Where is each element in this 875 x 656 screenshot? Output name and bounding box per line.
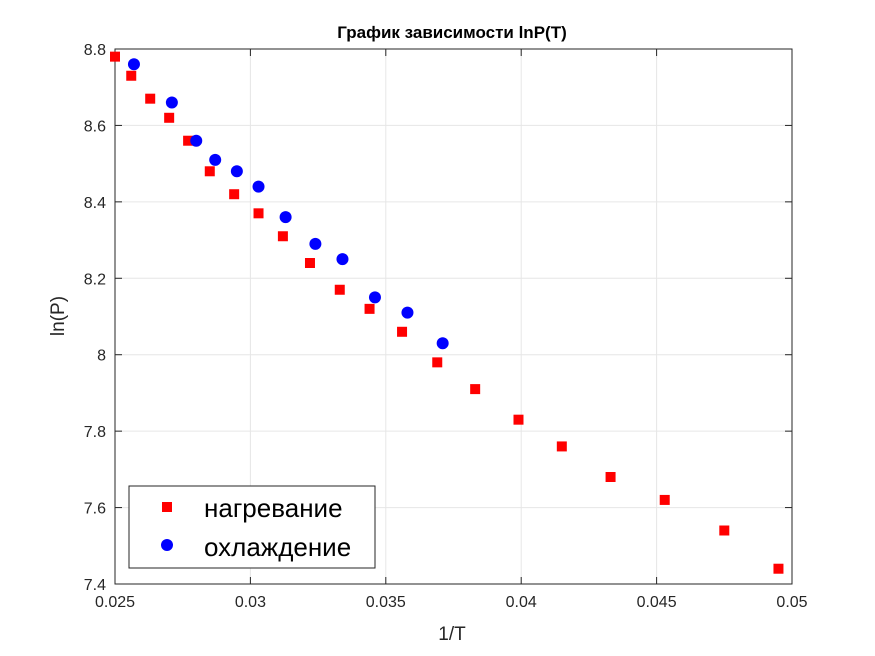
cooling-point bbox=[279, 211, 292, 224]
cooling-point bbox=[309, 237, 322, 250]
plot-area bbox=[114, 48, 793, 585]
x-tick-label: 0.035 bbox=[366, 594, 406, 611]
x-axis-label: 1/T bbox=[438, 624, 466, 645]
legend-label-heating: нагревание bbox=[204, 493, 343, 523]
legend-marker-heating bbox=[162, 502, 172, 512]
y-tick-label: 8 bbox=[97, 348, 106, 365]
legend-marker-cooling bbox=[161, 539, 173, 551]
cooling-point bbox=[401, 306, 414, 319]
heating-point bbox=[432, 357, 443, 368]
y-tick-label: 7.4 bbox=[84, 577, 106, 594]
heating-point bbox=[229, 189, 240, 200]
x-tick-label: 0.05 bbox=[776, 594, 807, 611]
y-tick-label: 8.6 bbox=[84, 118, 106, 135]
heating-point bbox=[470, 384, 481, 395]
series-2 bbox=[127, 58, 449, 350]
heating-point bbox=[277, 231, 288, 242]
y-tick-label: 8.8 bbox=[84, 42, 106, 59]
series-1 bbox=[110, 51, 784, 574]
heating-point bbox=[183, 135, 194, 146]
heating-point bbox=[556, 441, 567, 452]
cooling-point bbox=[165, 96, 178, 109]
x-tick-label: 0.03 bbox=[235, 594, 266, 611]
legend-label-cooling: охлаждение bbox=[204, 532, 351, 562]
cooling-point bbox=[209, 153, 222, 166]
heating-point bbox=[397, 326, 408, 337]
heating-point bbox=[110, 51, 120, 62]
y-tick-label: 7.6 bbox=[84, 501, 106, 518]
cooling-point bbox=[368, 291, 381, 304]
heating-point bbox=[334, 284, 345, 295]
x-tick-label: 0.045 bbox=[637, 594, 677, 611]
heating-point bbox=[126, 70, 137, 81]
y-tick-label: 8.2 bbox=[84, 271, 106, 288]
legend-box bbox=[128, 485, 376, 569]
cooling-point bbox=[127, 58, 140, 71]
x-tick-label: 0.025 bbox=[95, 594, 135, 611]
axis-ticks: 0.025 0.03 0.035 0.04 0.045 0.05 7.4 7.6 7.8 8 8.2… bbox=[84, 42, 808, 611]
legend: нагревание охлаждение bbox=[128, 485, 376, 569]
heating-point bbox=[605, 472, 616, 482]
heating-point bbox=[513, 414, 524, 425]
heating-point bbox=[719, 525, 730, 536]
heating-point bbox=[659, 494, 670, 505]
cooling-point bbox=[190, 134, 203, 147]
y-tick-label: 7.8 bbox=[84, 424, 106, 441]
x-tick-label: 0.04 bbox=[506, 594, 537, 611]
cooling-point bbox=[230, 165, 243, 178]
heating-point bbox=[145, 93, 156, 104]
cooling-point bbox=[436, 337, 449, 350]
heating-point bbox=[364, 303, 375, 314]
y-axis-label: ln(P) bbox=[48, 296, 69, 336]
cooling-point bbox=[336, 253, 349, 266]
heating-point bbox=[253, 208, 264, 219]
heating-point bbox=[204, 166, 215, 177]
y-tick-label: 8.4 bbox=[84, 195, 106, 212]
heating-point bbox=[773, 563, 784, 574]
chart-title: График зависимости lnP(T) bbox=[337, 23, 567, 42]
data-markers bbox=[110, 51, 784, 574]
heating-point bbox=[304, 258, 315, 268]
cooling-point bbox=[252, 180, 265, 193]
heating-point bbox=[164, 112, 175, 123]
